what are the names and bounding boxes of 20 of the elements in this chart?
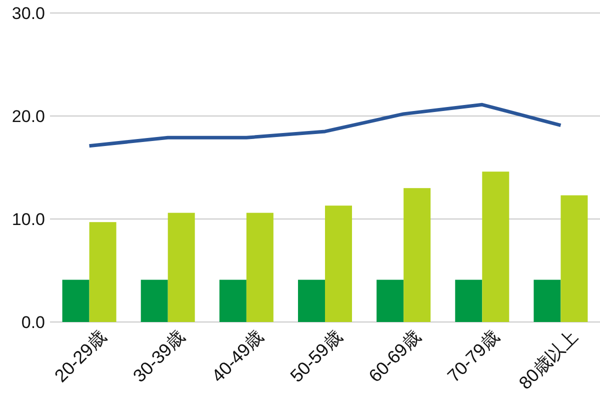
bar (376, 280, 404, 322)
y-tick-label: 20.0 (12, 107, 45, 126)
bar (219, 280, 246, 322)
bar (404, 188, 431, 322)
bar (62, 280, 90, 322)
y-tick-label: 0.0 (21, 313, 45, 332)
bar (482, 172, 510, 322)
line-series (88, 102, 562, 148)
bar (325, 206, 352, 322)
bar (140, 280, 168, 322)
bar (298, 280, 325, 322)
bar (455, 280, 482, 322)
bar (168, 212, 195, 322)
bar (246, 212, 274, 322)
y-tick-label: 10.0 (12, 210, 45, 229)
y-tick-label: 30.0 (12, 4, 45, 23)
bar (89, 222, 116, 322)
x-tick-label: 80歳以上 (515, 326, 582, 393)
bar (560, 195, 588, 322)
bar (534, 280, 561, 322)
